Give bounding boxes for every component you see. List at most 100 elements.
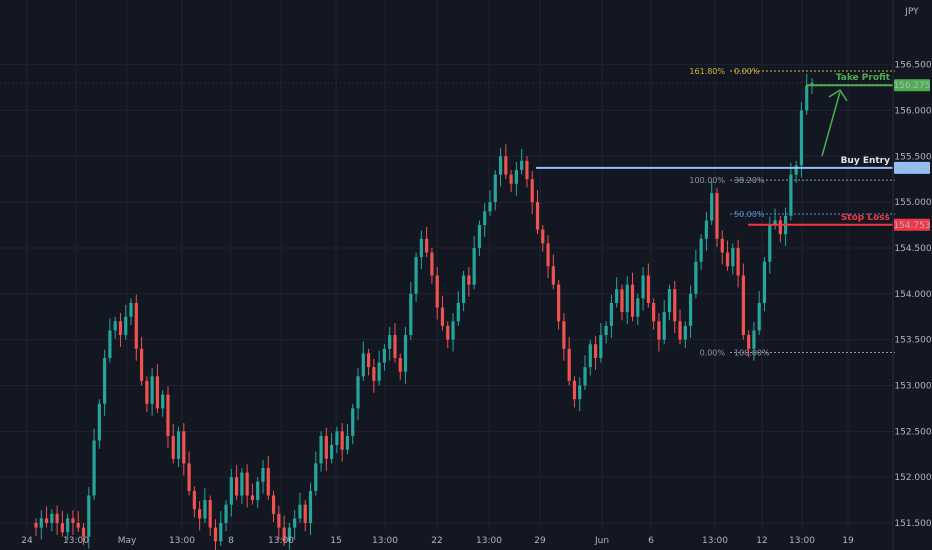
candle-body [87, 495, 91, 537]
candle-body [678, 321, 682, 340]
candle-body [425, 238, 429, 253]
candle-body [451, 321, 455, 340]
y-tick-label: 151.500 [894, 519, 931, 529]
price-tag-text: 156.275 [893, 81, 930, 91]
candle-body [509, 174, 513, 184]
candle-body [166, 394, 170, 436]
candle-body [741, 275, 745, 336]
candle-body [446, 325, 450, 340]
fib-right-label: 0.00% [734, 67, 760, 76]
candle-body [498, 156, 503, 175]
candle-body [403, 335, 408, 372]
x-tick-label: 24 [21, 536, 33, 546]
candle-body [593, 344, 598, 358]
candle-body [778, 220, 782, 235]
candle-body [641, 275, 645, 299]
candle-body [351, 408, 355, 436]
candle-body [461, 275, 466, 303]
candle-body [472, 247, 476, 285]
candle-body [715, 192, 719, 239]
candle-body [530, 179, 534, 203]
candle-body [324, 435, 328, 459]
candle-body [103, 357, 107, 404]
candle-body [799, 110, 804, 166]
candle-body [704, 220, 709, 239]
key-level-label: Take Profit [836, 73, 891, 83]
candle-body [187, 463, 191, 491]
candle-body [44, 518, 49, 523]
candle-body [562, 321, 566, 349]
candle-body [789, 174, 793, 216]
y-tick-label: 154.500 [894, 244, 931, 254]
candle-body [604, 325, 608, 336]
candle-body [266, 467, 270, 496]
candle-body [108, 330, 112, 358]
candle-body [124, 316, 128, 336]
candle-body [319, 435, 323, 464]
fib-left-label: 100.00% [689, 176, 725, 185]
candle-body [419, 238, 423, 258]
price-tags: 156.275 155.374 154.753 [893, 79, 931, 231]
candle-body [557, 284, 561, 322]
candle-body [60, 523, 64, 533]
y-tick-label: 154.000 [894, 290, 931, 300]
candle-body [762, 261, 767, 303]
price-tag [894, 79, 930, 92]
price-axis[interactable]: 156.500 156.000 155.500 155.000 154.500 154.0… [894, 61, 931, 529]
currency-label: JPY [904, 7, 919, 17]
candle-body [414, 257, 418, 294]
x-tick-label: 19 [842, 536, 854, 546]
y-tick-label: 153.000 [894, 381, 931, 391]
candle-body [488, 202, 492, 212]
x-tick-label: May [118, 536, 137, 546]
candle-body [76, 523, 80, 528]
candle-body [66, 518, 70, 533]
candlestick-series [34, 73, 814, 550]
price-tag [894, 161, 930, 174]
candle-body [308, 490, 313, 523]
candle-body [134, 302, 138, 349]
candle-body [388, 335, 392, 349]
candle-body [224, 504, 228, 523]
candle-body [303, 504, 307, 523]
fib-right-label: 38.20% [734, 176, 765, 185]
candle-body [620, 289, 624, 313]
candle-body [97, 403, 101, 441]
candle-body [578, 385, 582, 400]
candle-body [551, 266, 555, 285]
candle-body [662, 312, 666, 340]
candle-body [203, 500, 207, 519]
candle-body [646, 275, 650, 303]
candle-body [345, 435, 350, 450]
candle-body [198, 509, 202, 519]
candle-body [277, 513, 281, 528]
candle-body [71, 518, 75, 523]
y-tick-label: 156.500 [894, 61, 931, 71]
candle-body [440, 307, 445, 326]
x-tick-label: 13:00 [789, 536, 815, 546]
candle-body [340, 431, 344, 450]
candle-body [731, 247, 735, 267]
candle-body [361, 353, 365, 377]
time-axis[interactable]: 24 13:00 May 13:00 8 13:00 15 13:00 22 13:00 29 Jun… [21, 536, 854, 546]
candle-body [229, 477, 233, 505]
price-tag-text: 155.374 [893, 164, 930, 174]
candle-body [504, 156, 508, 175]
candle-body [271, 495, 276, 514]
x-tick-label: 29 [534, 536, 546, 546]
candle-body [298, 504, 302, 519]
y-tick-label: 153.500 [894, 336, 931, 346]
candle-body [150, 376, 154, 404]
candle-body [113, 321, 117, 331]
candle-body [282, 527, 286, 542]
candle-body [525, 160, 529, 180]
candle-body [372, 367, 376, 381]
candle-body [240, 472, 244, 496]
key-level-lines: Take Profit Buy Entry Stop Loss [536, 73, 893, 226]
fibonacci-levels: 161.80% 0.00% 100.00% 38.20% 50.00% 0.00% 100.… [0, 67, 895, 357]
candle-body [599, 335, 603, 358]
candle-body [393, 335, 397, 358]
candle-body [256, 481, 260, 501]
